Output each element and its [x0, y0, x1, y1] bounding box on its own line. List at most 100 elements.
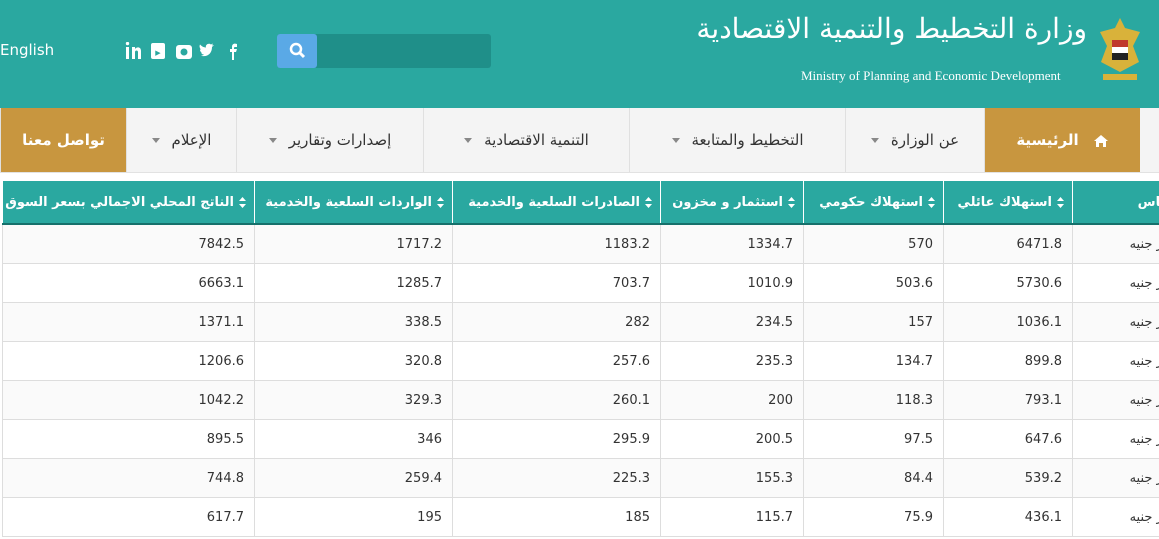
- column-header[interactable]: استهلاك حكومي: [803, 181, 944, 225]
- table-cell: 195: [254, 497, 453, 537]
- table-cell: 257.6: [452, 341, 661, 381]
- nav-label: الإعلام: [171, 131, 212, 149]
- column-header[interactable]: الناتج المحلي الاجمالي بسعر السوق: [2, 181, 255, 225]
- table-cell: 320.8: [254, 341, 453, 381]
- table-cell: مليار جنيه: [1072, 419, 1159, 459]
- search-box[interactable]: [277, 34, 491, 68]
- dropdown-caret: [870, 138, 879, 143]
- language-link[interactable]: English: [0, 41, 55, 59]
- table-cell: 200: [660, 380, 804, 420]
- table-cell: 5730.6: [943, 263, 1073, 303]
- column-header-text: استهلاك عائلي: [957, 194, 1052, 210]
- nav-contact[interactable]: تواصل معنا: [0, 108, 126, 172]
- column-header[interactable]: استثمار و مخزون: [660, 181, 804, 225]
- table-cell: مليار جنيه: [1072, 341, 1159, 381]
- nav-label: الرئيسية: [1016, 131, 1079, 149]
- table-cell: 6663.1: [2, 263, 255, 303]
- ministry-name-ar: وزارة التخطيط والتنمية الاقتصادية: [696, 12, 1087, 45]
- table-cell: 1206.6: [2, 341, 255, 381]
- column-header-text: الواردات السلعية والخدمية: [265, 194, 432, 210]
- table-cell: 1042.2: [2, 380, 255, 420]
- nav-label: تواصل معنا: [22, 131, 105, 149]
- sort-icon: [239, 196, 246, 208]
- nav-item[interactable]: عن الوزارة: [845, 108, 984, 172]
- table-cell: 185: [452, 497, 661, 537]
- nav-item[interactable]: التنمية الاقتصادية: [423, 108, 629, 172]
- sort-icon: [928, 196, 935, 208]
- column-header[interactable]: القياس: [1072, 181, 1159, 225]
- nav-label: التنمية الاقتصادية: [484, 131, 589, 149]
- table-cell: 503.6: [803, 263, 944, 303]
- table-cell: 115.7: [660, 497, 804, 537]
- nav-label: التخطيط والمتابعة: [691, 131, 804, 149]
- table-row: مليار جنيه6471.85701334.71183.21717.2784…: [2, 223, 1159, 264]
- nav-item[interactable]: الرئيسية: [984, 108, 1140, 172]
- dropdown-caret: [671, 138, 680, 143]
- table-cell: 338.5: [254, 302, 453, 342]
- dropdown-caret: [268, 138, 277, 143]
- table-cell: 1371.1: [2, 302, 255, 342]
- nav-bar: الرئيسية عن الوزارة التخطيط والمتابعة التنم…: [0, 108, 1159, 173]
- sort-icon: [645, 196, 652, 208]
- column-header[interactable]: الواردات السلعية والخدمية: [254, 181, 453, 225]
- table-cell: 75.9: [803, 497, 944, 537]
- emblem: [1100, 18, 1140, 80]
- table-cell: 1036.1: [943, 302, 1073, 342]
- sort-icon: [788, 196, 795, 208]
- table-cell: 155.3: [660, 458, 804, 498]
- nav-item[interactable]: إصدارات وتقارير: [236, 108, 423, 172]
- table-cell: 744.8: [2, 458, 255, 498]
- table-cell: 157: [803, 302, 944, 342]
- table-cell: مليار جنيه: [1072, 302, 1159, 342]
- facebook-icon[interactable]: [230, 43, 237, 60]
- youtube-icon[interactable]: [151, 43, 165, 59]
- nav-item[interactable]: التخطيط والمتابعة: [629, 108, 845, 172]
- table-cell: 1183.2: [452, 223, 661, 264]
- table-cell: 1285.7: [254, 263, 453, 303]
- table-row: مليار جنيه5730.6503.61010.9703.71285.766…: [2, 263, 1159, 303]
- column-header-text: استثمار و مخزون: [672, 194, 783, 210]
- table-cell: 234.5: [660, 302, 804, 342]
- table-cell: 225.3: [452, 458, 661, 498]
- table-cell: 329.3: [254, 380, 453, 420]
- table-cell: 346: [254, 419, 453, 459]
- nav-item[interactable]: الإعلام: [126, 108, 236, 172]
- table-cell: مليار جنيه: [1072, 497, 1159, 537]
- table-cell: 260.1: [452, 380, 661, 420]
- table-cell: 200.5: [660, 419, 804, 459]
- table-cell: 1010.9: [660, 263, 804, 303]
- social-icons: ▶: [125, 42, 237, 60]
- twitter-icon[interactable]: [199, 43, 214, 57]
- column-header[interactable]: الصادرات السلعية والخدمية: [452, 181, 661, 225]
- linkedin-icon[interactable]: [126, 47, 129, 59]
- table-cell: 6471.8: [943, 223, 1073, 264]
- table-cell: 118.3: [803, 380, 944, 420]
- search-button[interactable]: [277, 34, 317, 68]
- table-cell: 617.7: [2, 497, 255, 537]
- table-cell: 570: [803, 223, 944, 264]
- search-icon: [289, 42, 306, 59]
- header-bar: English ▶ وزارة التخطيط والتنمية الاقتصا…: [0, 0, 1159, 108]
- table-cell: مليار جنيه: [1072, 223, 1159, 264]
- table-cell: 539.2: [943, 458, 1073, 498]
- table-cell: 1717.2: [254, 223, 453, 264]
- data-table: القياس استهلاك عائلي استهلاك حكومي استثمار …: [2, 181, 1159, 537]
- table-row: مليار جنيه899.8134.7235.3257.6320.81206.…: [2, 341, 1159, 381]
- home-icon: [1093, 134, 1108, 147]
- dropdown-caret: [151, 138, 160, 143]
- column-header-text: الناتج المحلي الاجمالي بسعر السوق: [5, 194, 234, 210]
- sort-icon: [437, 196, 444, 208]
- column-header[interactable]: استهلاك عائلي: [943, 181, 1073, 225]
- table-cell: مليار جنيه: [1072, 380, 1159, 420]
- table-cell: 295.9: [452, 419, 661, 459]
- dropdown-caret: [464, 138, 473, 143]
- nav-label: إصدارات وتقارير: [288, 131, 392, 149]
- table-cell: مليار جنيه: [1072, 263, 1159, 303]
